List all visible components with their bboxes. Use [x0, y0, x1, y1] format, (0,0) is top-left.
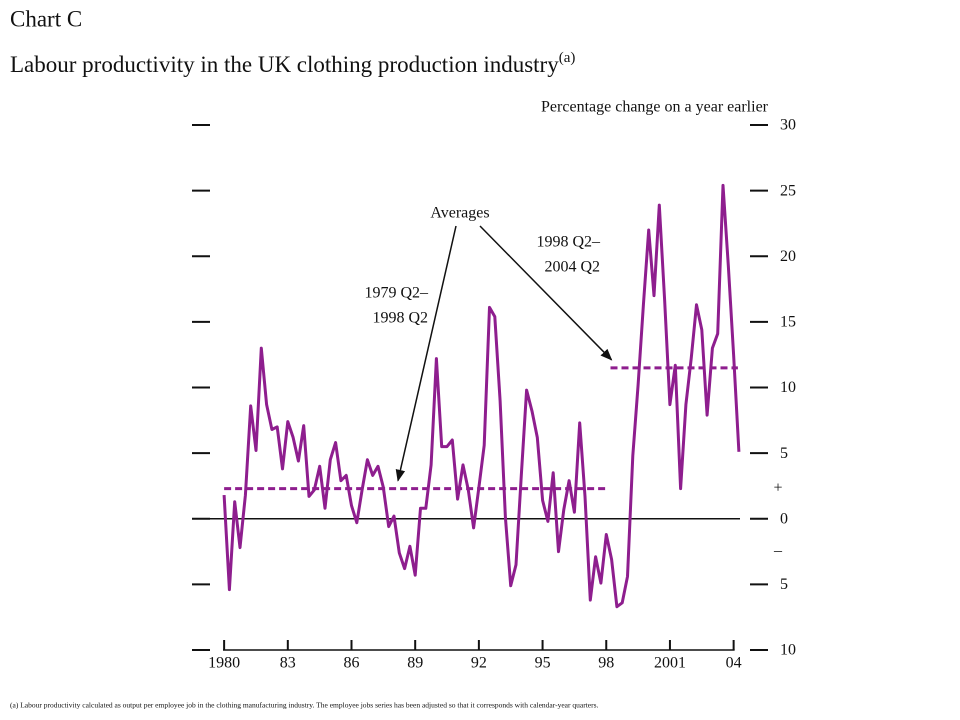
averages-label: Averages: [430, 205, 489, 222]
x-tick-label: 95: [535, 655, 551, 672]
x-tick-label: 86: [344, 655, 360, 672]
data-line: [222, 183, 741, 609]
chart-subtitle: Labour productivity in the UK clothing p…: [10, 50, 575, 77]
y-tick-label: 30: [780, 117, 796, 134]
y-tick-label: 5: [780, 576, 788, 593]
x-tick-label: 92: [471, 655, 487, 672]
y-axis-label: Percentage change on a year earlier: [541, 99, 769, 116]
footnote: (a) Labour productivity calculated as ou…: [10, 701, 599, 710]
x-tick-label: 2001: [654, 655, 686, 672]
x-tick-label: 89: [407, 655, 423, 672]
sign-plus: +: [773, 479, 782, 496]
x-tick-label: 98: [598, 655, 614, 672]
y-tick-label: 10: [780, 379, 796, 396]
average-label: 1979 Q2–: [364, 285, 429, 302]
y-tick-label: 0: [780, 510, 788, 527]
arrow: [395, 225, 457, 482]
x-tick-label: 1980: [208, 655, 240, 672]
arrow: [479, 225, 613, 361]
x-tick-label: 04: [726, 655, 742, 672]
chart-title: Chart C: [10, 6, 82, 31]
y-tick-label: 25: [780, 182, 796, 199]
y-tick-label: 20: [780, 248, 796, 265]
x-tick-label: 83: [280, 655, 296, 672]
y-tick-label: 5: [780, 445, 788, 462]
y-tick-label: 10: [780, 642, 796, 659]
sign-minus: –: [773, 542, 783, 559]
average-label: 1998 Q2: [372, 310, 428, 327]
y-tick-label: 15: [780, 314, 796, 331]
average-label: 1998 Q2–: [536, 234, 601, 251]
average-label: 2004 Q2: [544, 259, 600, 276]
